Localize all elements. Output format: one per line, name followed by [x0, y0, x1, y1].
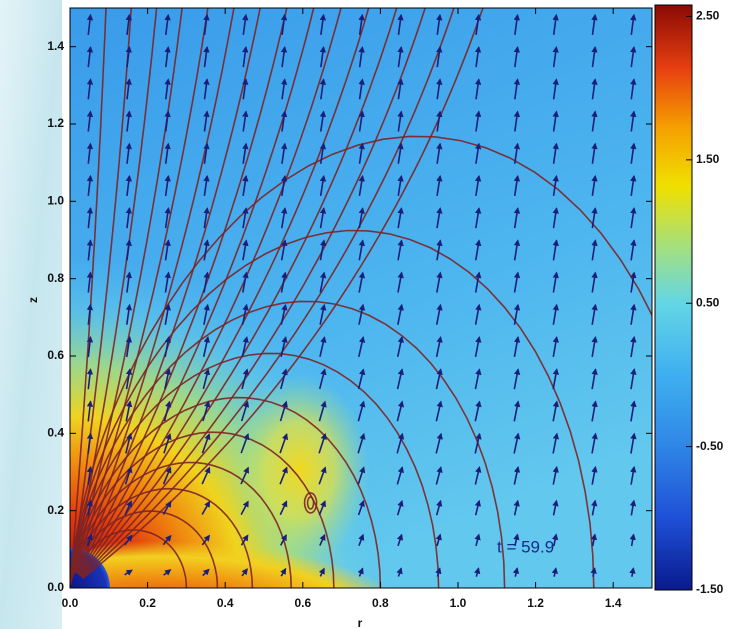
y-tick-label: 1.0 [47, 194, 64, 208]
colorbar-tick-label: 1.50 [696, 152, 720, 166]
x-tick-label: 1.2 [527, 596, 544, 610]
x-tick-label: 0.2 [139, 596, 156, 610]
colorbar-tick-label: 2.50 [696, 9, 720, 23]
x-axis-label: r [358, 616, 363, 629]
figure: z r t = 59.9 0.0 0.2 0.4 0.6 0.8 1.0 1.2 1.4 0.0… [0, 0, 738, 629]
x-tick-label: 1.4 [605, 596, 622, 610]
y-tick-label: 1.2 [47, 116, 64, 130]
backdrop [0, 0, 62, 629]
y-tick-label: 0.2 [47, 503, 64, 517]
x-tick-label: 1.0 [450, 596, 467, 610]
y-tick-label: 0.0 [47, 580, 64, 594]
colorbar-tick-label: -1.50 [696, 582, 724, 596]
colorbar [655, 5, 692, 590]
y-axis-label: z [26, 297, 40, 303]
y-tick-label: 0.8 [47, 271, 64, 285]
time-annotation: t = 59.9 [497, 537, 554, 556]
x-tick-label: 0.0 [62, 596, 79, 610]
x-tick-label: 0.6 [294, 596, 311, 610]
x-tick-label: 0.4 [217, 596, 234, 610]
x-tick-label: 0.8 [372, 596, 389, 610]
colorbar-tick-label: -0.50 [696, 439, 724, 453]
plot-area [30, 0, 710, 629]
colorbar-tick-label: 0.50 [696, 295, 720, 309]
y-tick-label: 0.6 [47, 348, 64, 362]
y-tick-label: 1.4 [47, 39, 64, 53]
y-tick-label: 0.4 [47, 426, 64, 440]
